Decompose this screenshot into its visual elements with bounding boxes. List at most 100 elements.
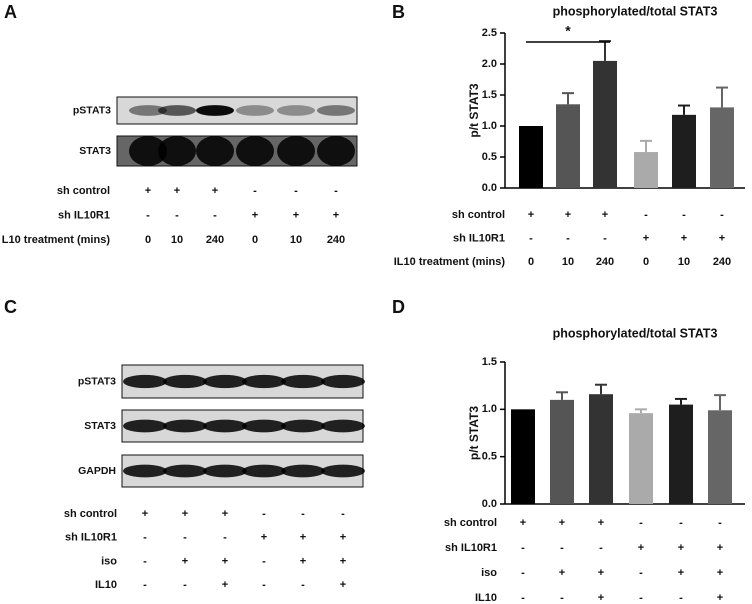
y-tick-label: 1.5 xyxy=(482,356,497,368)
bar xyxy=(593,60,617,188)
condition-value: - xyxy=(175,209,179,221)
condition-label: sh IL10R1 xyxy=(58,209,110,221)
condition-value: - xyxy=(146,209,150,221)
y-tick-label: 1.0 xyxy=(482,120,497,132)
chart-title: phosphorylated/total STAT3 xyxy=(553,326,718,340)
panel-label: B xyxy=(392,2,405,22)
condition-value: + xyxy=(598,517,604,529)
band xyxy=(163,419,207,433)
condition-value: - xyxy=(639,592,643,604)
y-tick-label: 2.5 xyxy=(482,27,497,39)
condition-value: - xyxy=(560,592,564,604)
bar xyxy=(708,410,732,504)
condition-value: + xyxy=(145,185,151,197)
condition-value: + xyxy=(598,592,604,604)
condition-value: 10 xyxy=(562,256,574,268)
condition-value: 10 xyxy=(290,234,302,246)
condition-value: - xyxy=(341,508,345,520)
condition-value: + xyxy=(598,567,604,579)
panel-label: D xyxy=(392,297,405,317)
condition-label: iso xyxy=(481,567,497,579)
condition-value: - xyxy=(262,508,266,520)
condition-value: 240 xyxy=(596,256,614,268)
condition-label: sh IL10R1 xyxy=(453,232,505,244)
bar xyxy=(672,114,696,188)
bar xyxy=(589,394,613,504)
condition-value: 10 xyxy=(678,256,690,268)
bar xyxy=(669,404,693,504)
condition-value: - xyxy=(334,185,338,197)
band xyxy=(158,105,196,116)
condition-value: - xyxy=(529,232,533,244)
bar xyxy=(629,413,653,504)
condition-value: + xyxy=(565,209,571,221)
band xyxy=(123,419,167,433)
condition-value: + xyxy=(252,209,258,221)
condition-label: IL10 xyxy=(95,579,117,591)
band xyxy=(281,419,325,433)
condition-value: 240 xyxy=(206,234,224,246)
band xyxy=(163,464,207,478)
condition-value: + xyxy=(643,232,649,244)
condition-value: - xyxy=(679,592,683,604)
condition-value: + xyxy=(717,542,723,554)
condition-value: + xyxy=(293,209,299,221)
band xyxy=(203,464,247,478)
y-tick-label: 0.0 xyxy=(482,498,497,510)
condition-value: 240 xyxy=(327,234,345,246)
condition-value: + xyxy=(681,232,687,244)
condition-value: + xyxy=(678,567,684,579)
band xyxy=(123,464,167,478)
condition-value: 240 xyxy=(713,256,731,268)
condition-label: IL10 xyxy=(475,592,497,604)
bar xyxy=(634,152,658,188)
condition-value: + xyxy=(719,232,725,244)
condition-label: sh control xyxy=(452,209,505,221)
condition-value: 0 xyxy=(145,234,151,246)
condition-label: iso xyxy=(101,555,117,567)
band xyxy=(196,105,234,116)
condition-value: + xyxy=(222,579,228,591)
condition-value: + xyxy=(300,555,306,567)
condition-value: + xyxy=(520,517,526,529)
band xyxy=(277,136,315,166)
condition-value: - xyxy=(301,508,305,520)
condition-value: - xyxy=(718,517,722,529)
band xyxy=(203,419,247,433)
condition-value: + xyxy=(340,579,346,591)
condition-value: - xyxy=(183,532,187,544)
condition-value: + xyxy=(182,508,188,520)
condition-label: IL10 treatment (mins) xyxy=(394,256,506,268)
condition-value: - xyxy=(143,532,147,544)
condition-value: + xyxy=(261,532,267,544)
band xyxy=(123,374,167,389)
y-tick-label: 1.5 xyxy=(482,89,497,101)
condition-label: sh control xyxy=(57,185,110,197)
band xyxy=(242,419,286,433)
bar xyxy=(710,107,734,188)
condition-label: sh control xyxy=(444,517,497,529)
condition-value: - xyxy=(294,185,298,197)
condition-value: - xyxy=(521,592,525,604)
condition-value: 0 xyxy=(643,256,649,268)
band xyxy=(129,136,167,166)
condition-value: - xyxy=(682,209,686,221)
condition-value: - xyxy=(521,567,525,579)
condition-value: + xyxy=(142,508,148,520)
condition-value: - xyxy=(223,532,227,544)
condition-value: - xyxy=(560,542,564,554)
bar xyxy=(511,409,535,504)
condition-value: + xyxy=(528,209,534,221)
band xyxy=(277,105,315,116)
band xyxy=(196,136,234,166)
condition-value: - xyxy=(253,185,257,197)
condition-value: - xyxy=(679,517,683,529)
condition-value: + xyxy=(212,185,218,197)
condition-value: - xyxy=(262,555,266,567)
bar xyxy=(550,399,574,504)
condition-value: - xyxy=(566,232,570,244)
condition-value: - xyxy=(301,579,305,591)
condition-value: - xyxy=(183,579,187,591)
